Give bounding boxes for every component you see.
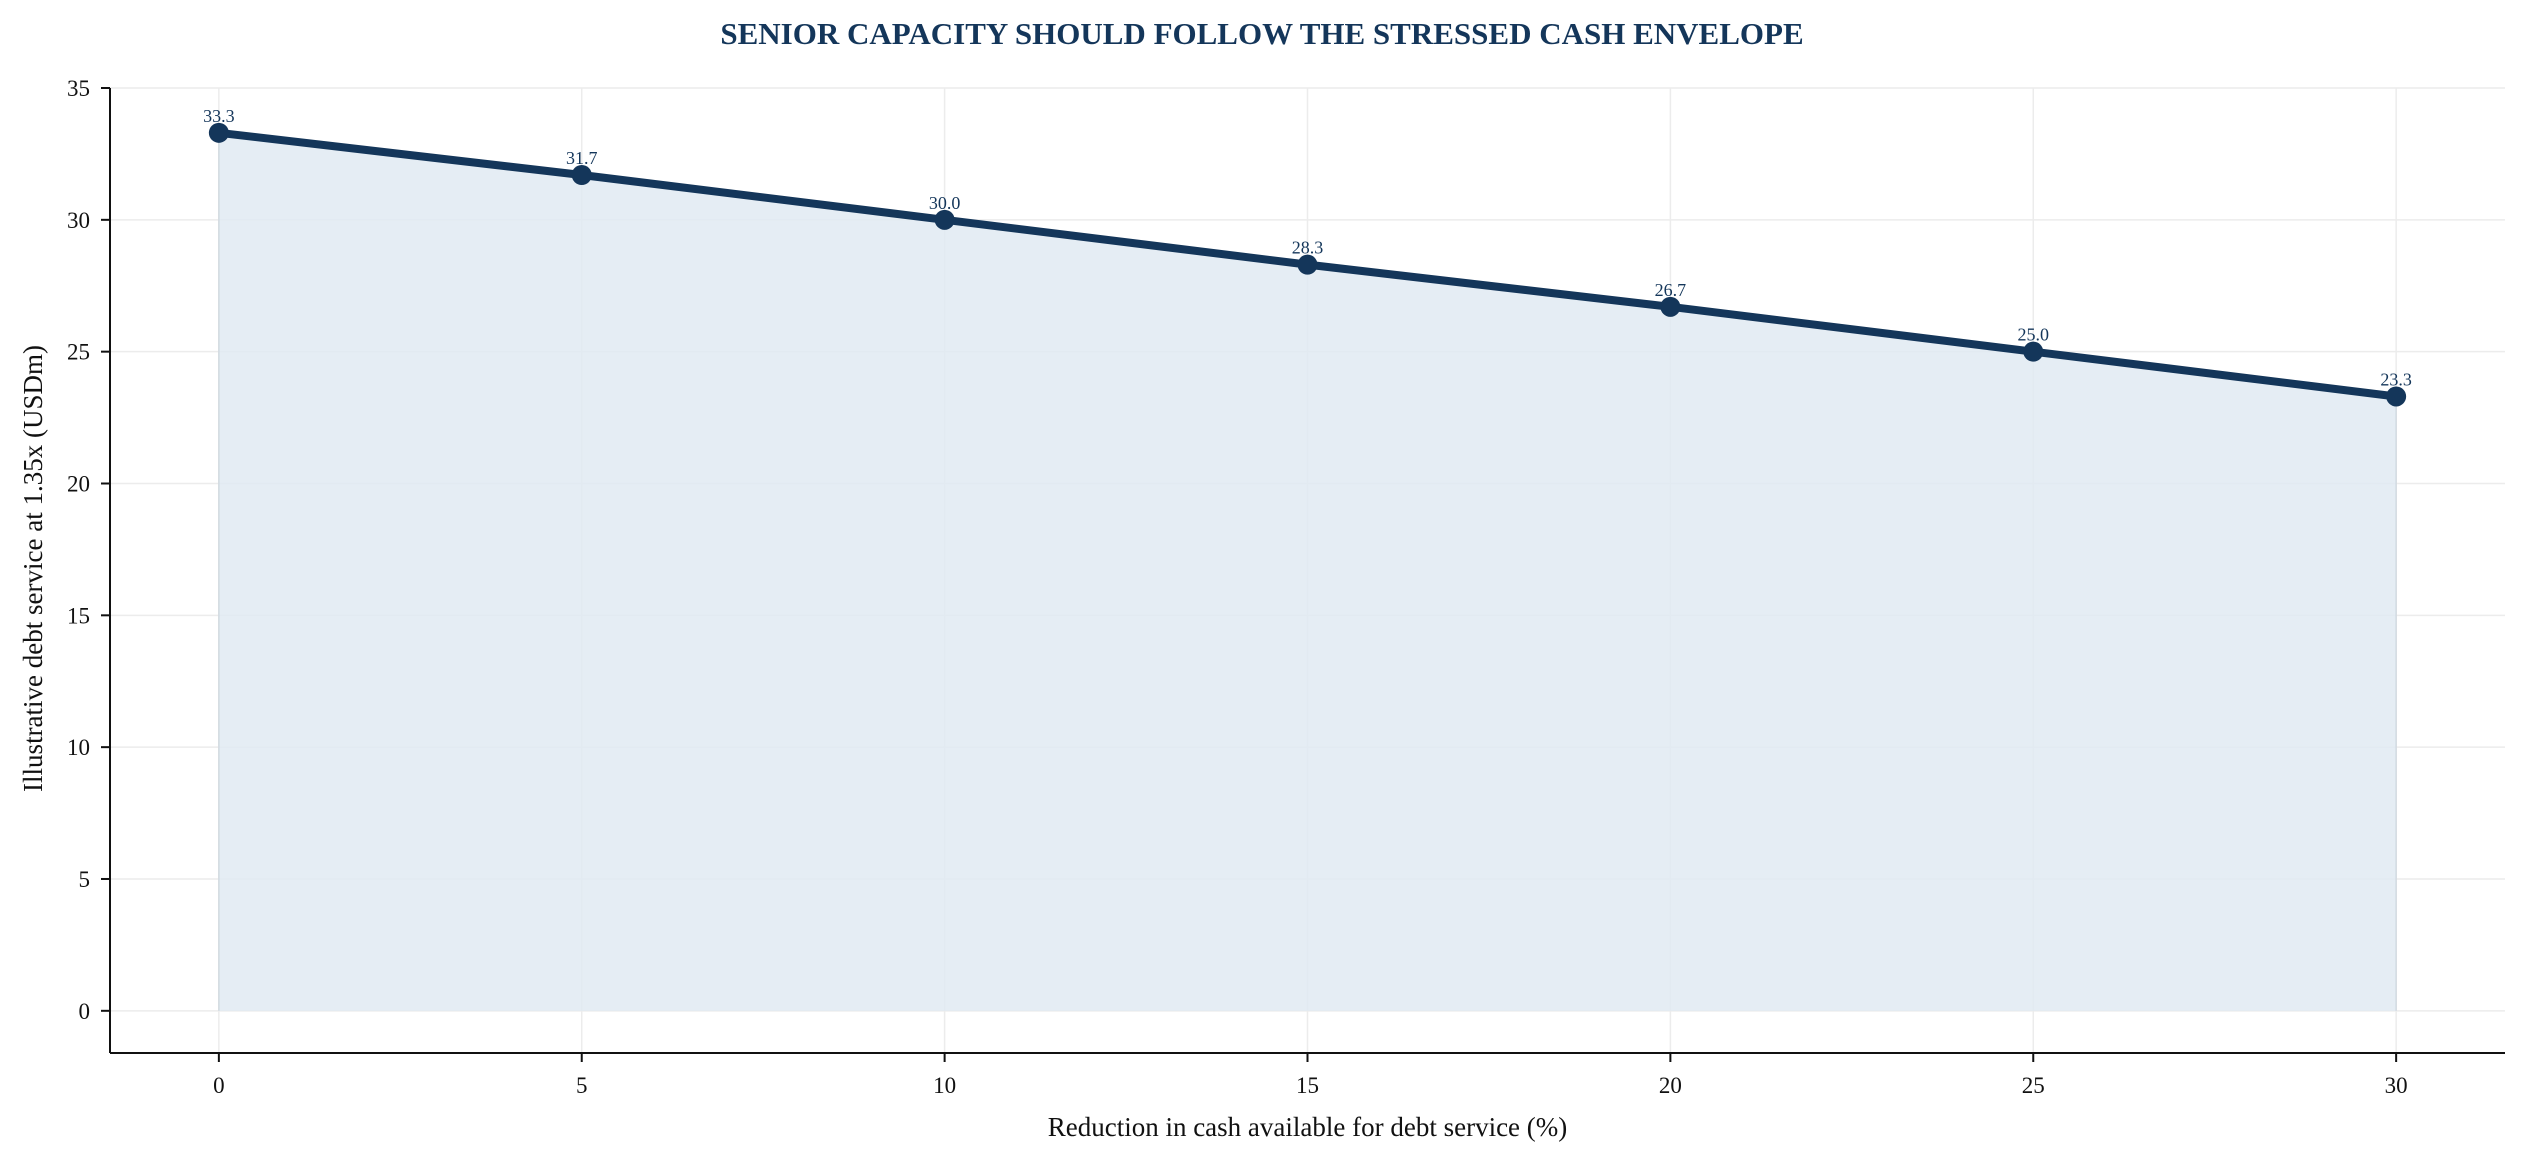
y-tick-label: 5	[79, 867, 91, 892]
data-label: 31.7	[566, 148, 598, 168]
y-tick-label: 15	[67, 603, 90, 628]
point-layer	[208, 122, 2407, 407]
data-point	[571, 165, 592, 186]
data-point	[1660, 296, 1681, 317]
y-axis-title: Illustrative debt service at 1.35x (USDm…	[18, 345, 48, 792]
data-label: 30.0	[929, 193, 961, 213]
y-tick-label: 20	[67, 471, 90, 496]
x-tick-label: 25	[2022, 1073, 2045, 1098]
data-point	[934, 209, 955, 230]
data-point	[2386, 386, 2407, 407]
y-tick-label: 30	[67, 208, 90, 233]
y-tick-label: 35	[67, 76, 90, 101]
x-tick-label: 0	[213, 1073, 225, 1098]
x-tick-label: 10	[933, 1073, 956, 1098]
data-label: 28.3	[1292, 238, 1324, 258]
y-tick-label: 0	[79, 999, 91, 1024]
data-point	[1297, 254, 1318, 275]
data-point	[2023, 341, 2044, 362]
data-label: 25.0	[2018, 325, 2050, 345]
x-axis-title: Reduction in cash available for debt ser…	[1048, 1112, 1568, 1142]
area-fill	[218, 132, 2397, 1011]
chart-title: SENIOR CAPACITY SHOULD FOLLOW THE STRESS…	[720, 16, 1803, 51]
data-point	[208, 122, 229, 143]
tick-layer: 0 5 10 15 20 25 30 0 5 10 15 20 25 30 35	[67, 76, 2408, 1098]
data-label: 23.3	[2380, 369, 2412, 389]
data-label: 26.7	[1655, 280, 1687, 300]
x-tick-label: 20	[1659, 1073, 1682, 1098]
x-tick-label: 15	[1296, 1073, 1319, 1098]
label-layer: 33.3 31.7 30.0 28.3 26.7 25.0 23.3	[203, 106, 2412, 390]
x-tick-label: 30	[2385, 1073, 2408, 1098]
data-label: 33.3	[203, 106, 235, 126]
x-tick-label: 5	[576, 1073, 588, 1098]
y-tick-label: 10	[67, 735, 90, 760]
y-tick-label: 25	[67, 340, 90, 365]
